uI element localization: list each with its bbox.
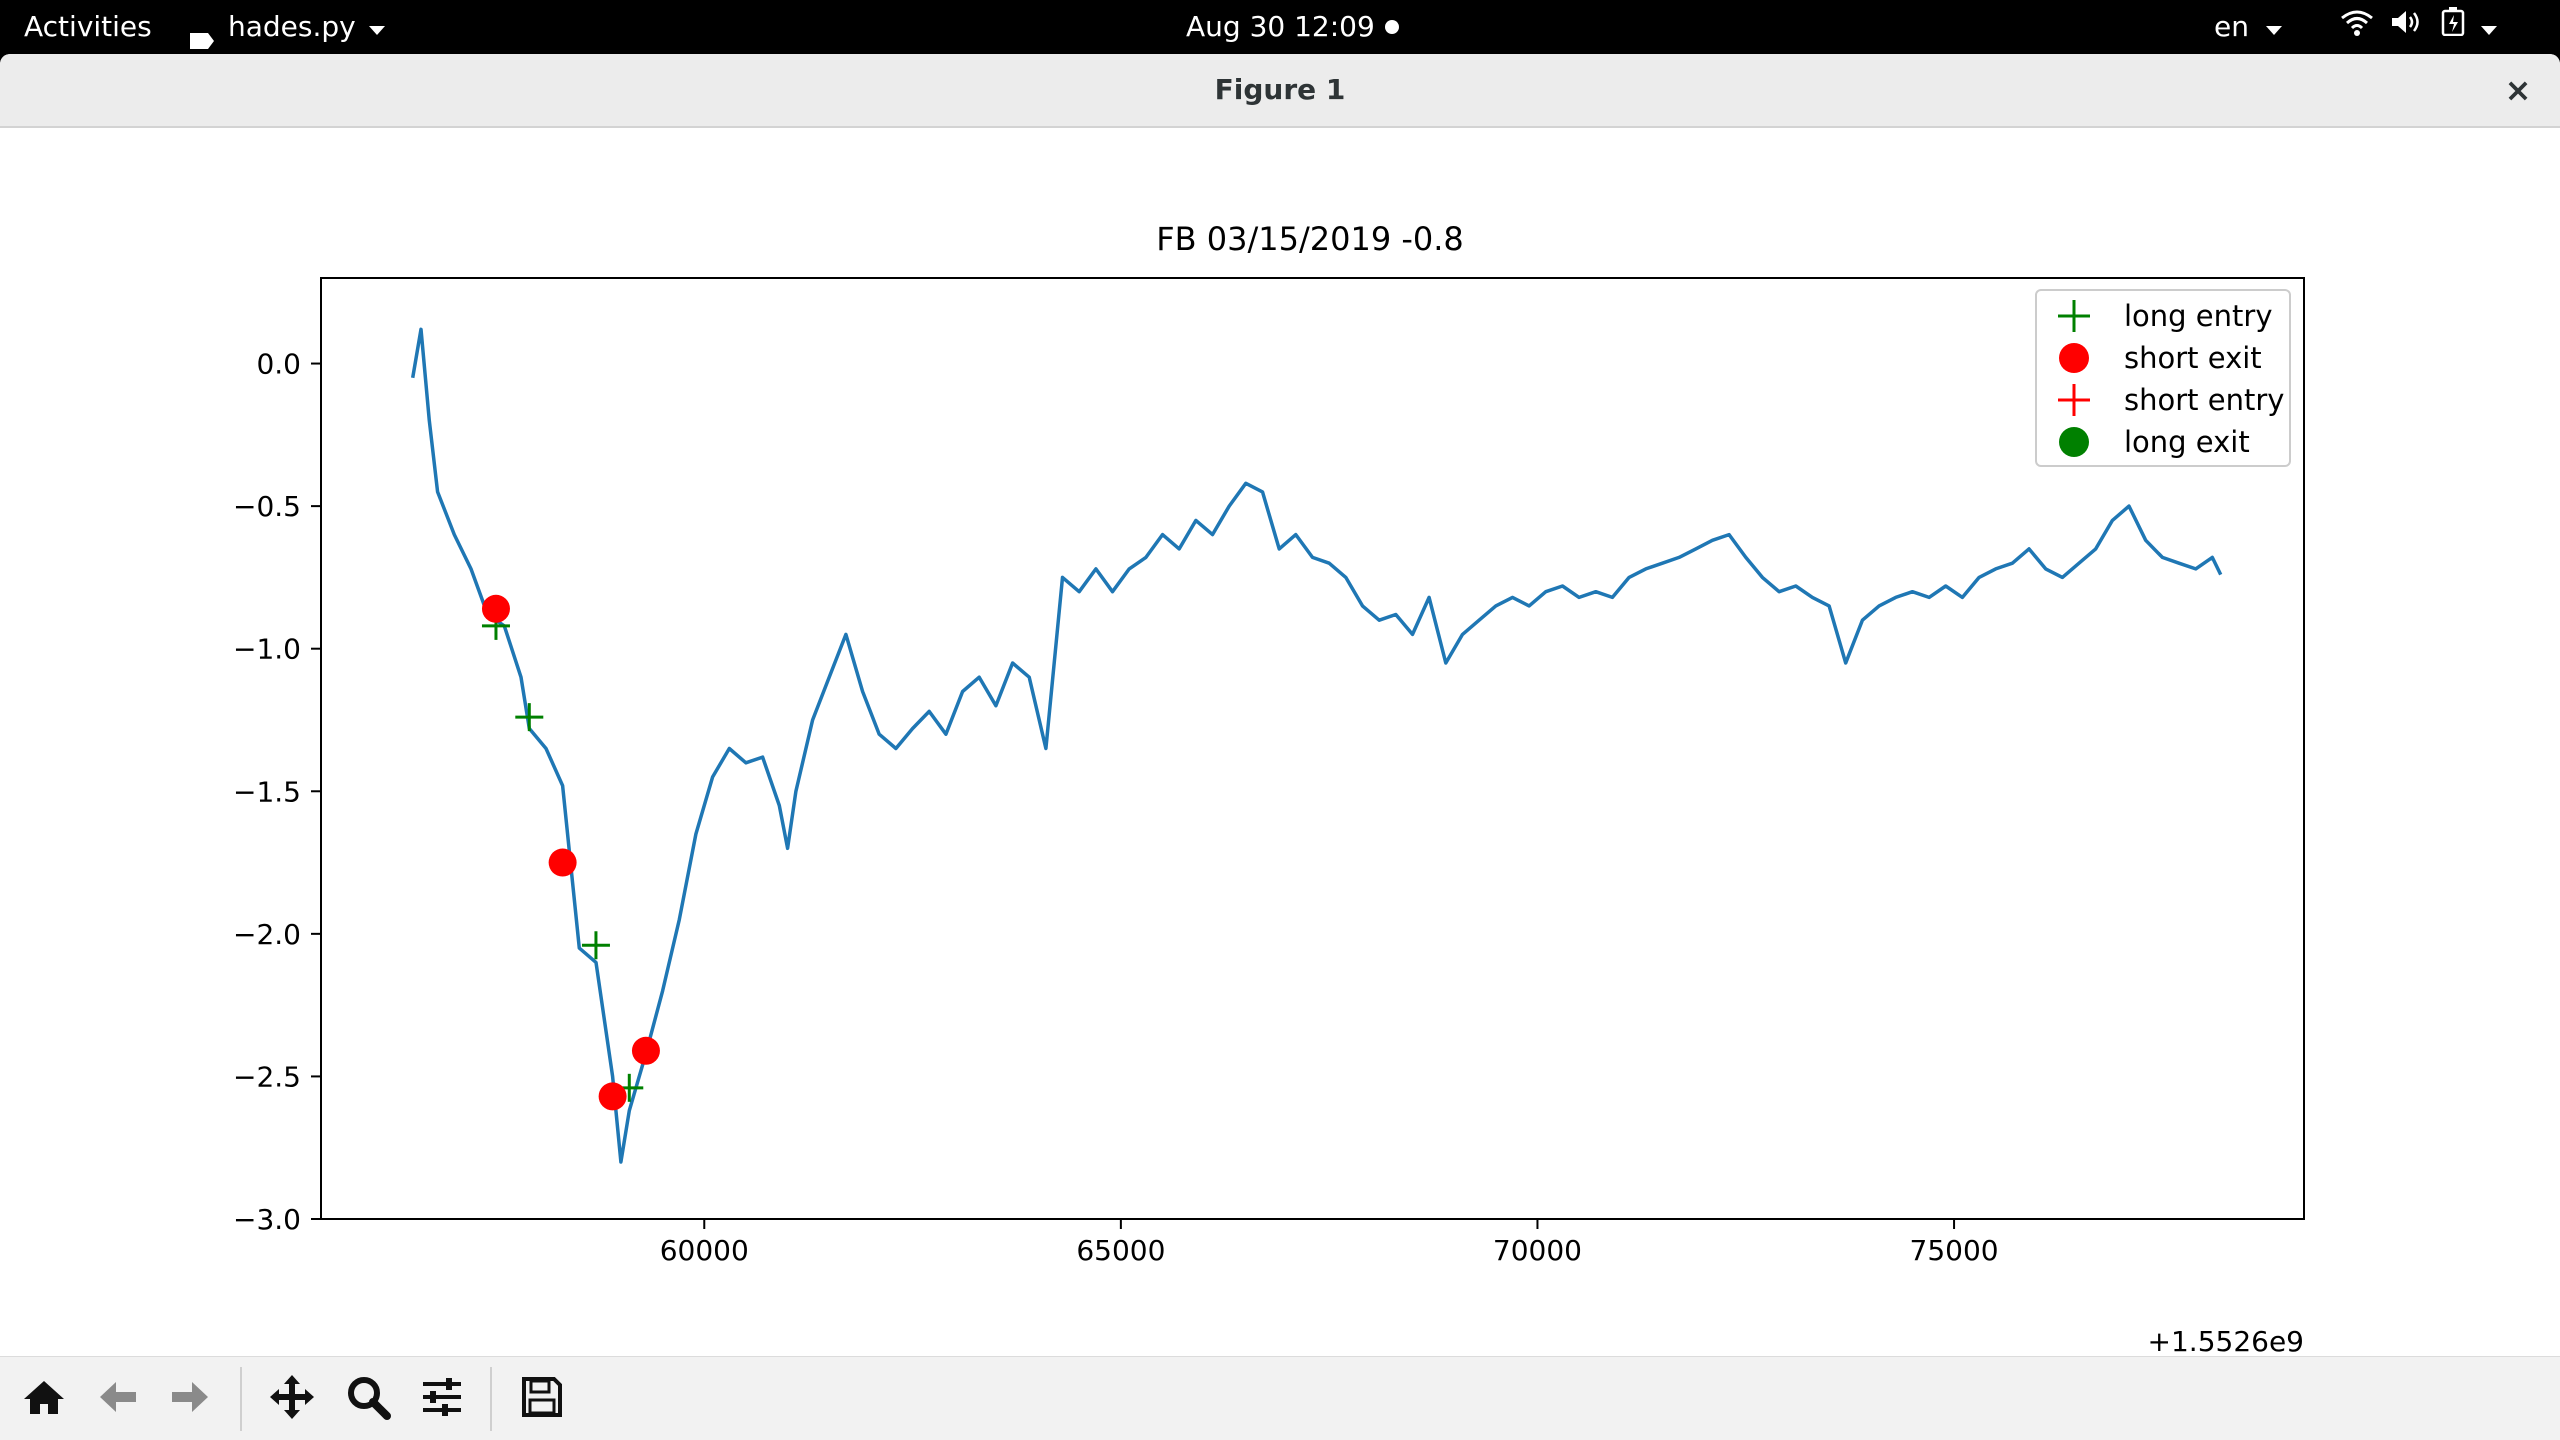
chevron-down-icon (368, 0, 386, 54)
legend-swatch (2059, 427, 2089, 457)
y-tick-label: 0.0 (256, 348, 301, 381)
price-series-line (410, 327, 2223, 1164)
x-offset-label: +1.5526e9 (2148, 1325, 2304, 1356)
y-tick-label: −2.5 (233, 1060, 301, 1093)
legend-entry: short exit (2059, 341, 2262, 375)
legend-entry: long entry (2058, 299, 2272, 333)
close-button[interactable]: × (2496, 68, 2540, 112)
axes-frame (320, 277, 2305, 1220)
y-tick-label: −3.0 (233, 1203, 301, 1236)
legend-label: short exit (2124, 341, 2262, 375)
chevron-down-icon (2480, 0, 2498, 54)
battery-icon (2440, 0, 2466, 54)
chevron-down-icon (2265, 0, 2283, 54)
long-entry-marker (515, 703, 544, 732)
activities-button[interactable]: Activities (24, 0, 152, 54)
y-tick-label: −1.0 (233, 633, 301, 666)
chart-title: FB 03/15/2019 -0.8 (1156, 220, 1464, 258)
toolbar-separator (240, 1367, 242, 1431)
activities-label: Activities (24, 10, 152, 43)
app-name-label: hades.py (228, 10, 356, 43)
clock-button[interactable]: Aug 30 12:09 (1186, 0, 1399, 54)
chart: FB 03/15/2019 -0.8 60000 65000 70000 75000 … (233, 220, 2305, 1358)
short-exit-marker (548, 848, 577, 877)
figure-window: Figure 1 × FB 03/15/2019 -0.8 60000 65000… (0, 54, 2560, 1440)
system-top-bar: Activities hades.py Aug 30 12:09 en (0, 0, 2560, 54)
legend: long entry short exit short entry long exit (2035, 289, 2291, 467)
back-button[interactable] (90, 1371, 146, 1427)
x-tick-label: 70000 (1493, 1234, 1582, 1267)
legend-label: short entry (2124, 383, 2284, 417)
configure-subplots-icon (420, 1375, 464, 1423)
zoom-button[interactable] (340, 1371, 396, 1427)
home-button[interactable] (16, 1371, 72, 1427)
forward-button[interactable] (162, 1371, 218, 1427)
system-menu-button[interactable] (2340, 0, 2498, 54)
legend-entry: long exit (2059, 425, 2250, 459)
pan-button[interactable] (264, 1371, 320, 1427)
short-exit-marker (631, 1036, 660, 1065)
x-tick-label: 75000 (1910, 1234, 1999, 1267)
legend-label: long entry (2124, 299, 2272, 333)
y-tick-label: −2.0 (233, 918, 301, 951)
legend-label: long exit (2124, 425, 2250, 459)
window-titlebar[interactable]: Figure 1 × (0, 54, 2560, 128)
app-menu-button[interactable]: hades.py (188, 0, 386, 54)
short-exit-marker (481, 594, 510, 623)
navigation-toolbar (0, 1356, 2560, 1440)
x-tick-label: 60000 (660, 1234, 749, 1267)
x-tick-label: 65000 (1076, 1234, 1165, 1267)
short-exit-marker (598, 1082, 627, 1111)
close-icon: × (2504, 71, 2532, 109)
window-title: Figure 1 (1214, 73, 1346, 106)
legend-swatch (2058, 300, 2090, 332)
y-tick-label: −0.5 (233, 490, 301, 523)
app-icon (188, 16, 216, 49)
y-tick-label: −1.5 (233, 775, 301, 808)
forward-arrow-icon (168, 1377, 212, 1421)
legend-swatch (2059, 343, 2089, 373)
notification-dot-icon (1384, 20, 1399, 34)
toolbar-separator (490, 1367, 492, 1431)
save-button[interactable] (514, 1371, 570, 1427)
home-icon (22, 1377, 66, 1421)
wifi-icon (2340, 0, 2374, 54)
legend-entry: short entry (2058, 383, 2284, 417)
volume-icon (2390, 0, 2424, 54)
pan-icon (268, 1373, 316, 1425)
zoom-icon (345, 1374, 391, 1424)
configure-subplots-button[interactable] (414, 1371, 470, 1427)
back-arrow-icon (96, 1377, 140, 1421)
long-entry-marker (581, 931, 610, 960)
figure-canvas[interactable]: FB 03/15/2019 -0.8 60000 65000 70000 75000 … (0, 128, 2560, 1358)
save-icon (520, 1375, 564, 1423)
language-button[interactable]: en (2214, 0, 2283, 54)
clock-label: Aug 30 12:09 (1186, 10, 1375, 43)
legend-swatch (2058, 384, 2090, 416)
language-label: en (2214, 10, 2249, 43)
